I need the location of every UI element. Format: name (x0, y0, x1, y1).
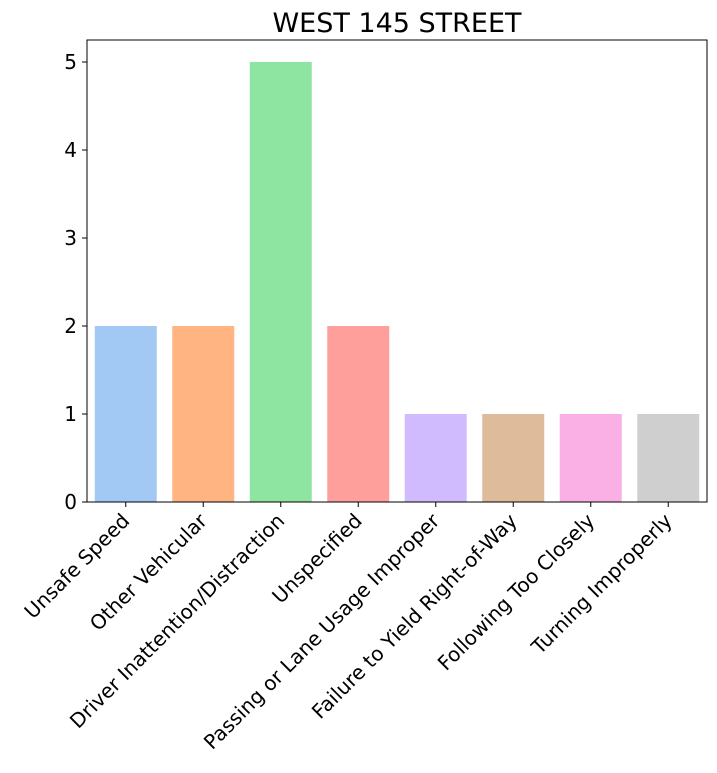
bar (249, 62, 312, 502)
bar (404, 414, 467, 502)
bar (172, 326, 235, 502)
bar (327, 326, 390, 502)
bars-layer (94, 62, 700, 502)
bar (94, 326, 157, 502)
chart-title: WEST 145 STREET (272, 8, 522, 39)
y-axis: 0 1 2 3 4 5 (64, 50, 87, 514)
bar (482, 414, 545, 502)
plot-frame (86, 39, 708, 503)
bar (637, 414, 700, 502)
y-tick-label: 0 (64, 490, 77, 514)
y-tick-label: 5 (64, 50, 77, 74)
x-tick-label: Following Too Closely (433, 508, 600, 675)
x-tick-label: Turning Improperly (526, 508, 677, 659)
y-tick-label: 4 (64, 138, 77, 162)
y-tick-label: 2 (64, 314, 77, 338)
y-tick-label: 1 (64, 402, 77, 426)
bar (559, 414, 622, 502)
y-tick-label: 3 (64, 226, 77, 250)
